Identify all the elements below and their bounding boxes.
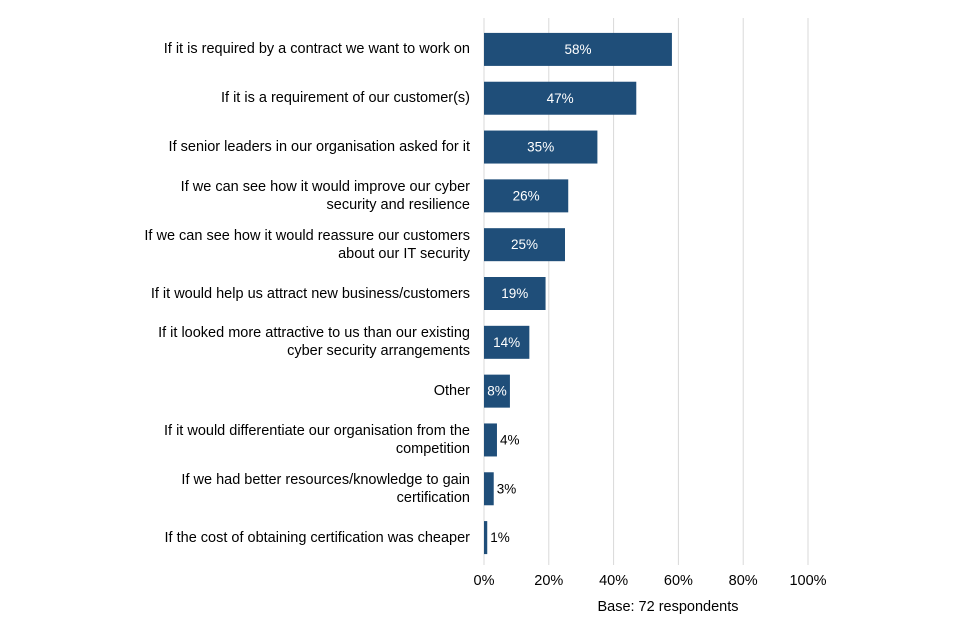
- category-label: If it would differentiate our organisati…: [163, 422, 470, 457]
- bar: [484, 325, 530, 359]
- value-label: 26%: [513, 188, 540, 203]
- x-tick-label: 80%: [729, 573, 758, 589]
- x-tick-label: 0%: [474, 573, 495, 589]
- value-label: 19%: [501, 286, 528, 301]
- x-tick-label: 100%: [789, 573, 826, 589]
- value-label: 47%: [547, 91, 574, 106]
- category-label: Other: [433, 383, 470, 400]
- bar: [484, 423, 497, 457]
- value-label: 25%: [511, 237, 538, 252]
- category-label: If senior leaders in our organisation as…: [168, 139, 470, 156]
- value-label: 3%: [497, 481, 517, 496]
- category-label: If the cost of obtaining certification w…: [164, 529, 470, 546]
- bar: [484, 179, 569, 213]
- value-label: 58%: [564, 42, 591, 57]
- value-label: 4%: [500, 433, 520, 448]
- bar: [484, 374, 510, 408]
- x-tick-label: 20%: [534, 573, 563, 589]
- bar: [484, 81, 637, 115]
- category-label: If it is a requirement of our customer(s…: [221, 90, 470, 107]
- value-label: 1%: [490, 530, 510, 545]
- x-tick-label: 40%: [599, 573, 628, 589]
- category-label: If we can see how it would improve our c…: [180, 178, 470, 213]
- category-label: If we had better resources/knowledge to …: [181, 471, 470, 506]
- category-label: If it is required by a contract we want …: [163, 41, 470, 58]
- category-label: If it looked more attractive to us than …: [158, 325, 470, 360]
- bar: [484, 472, 494, 506]
- value-label: 14%: [493, 335, 520, 350]
- category-label: If we can see how it would reassure our …: [144, 227, 470, 262]
- bar: [484, 521, 488, 555]
- x-axis-label: Base: 72 respondents: [597, 599, 738, 615]
- bar: [484, 130, 598, 164]
- value-label: 8%: [487, 384, 507, 399]
- category-label: If it would help us attract new business…: [150, 285, 470, 302]
- bar: [484, 228, 565, 262]
- x-tick-label: 60%: [664, 573, 693, 589]
- value-label: 35%: [527, 140, 554, 155]
- bar: [484, 277, 546, 310]
- bar: [484, 32, 672, 66]
